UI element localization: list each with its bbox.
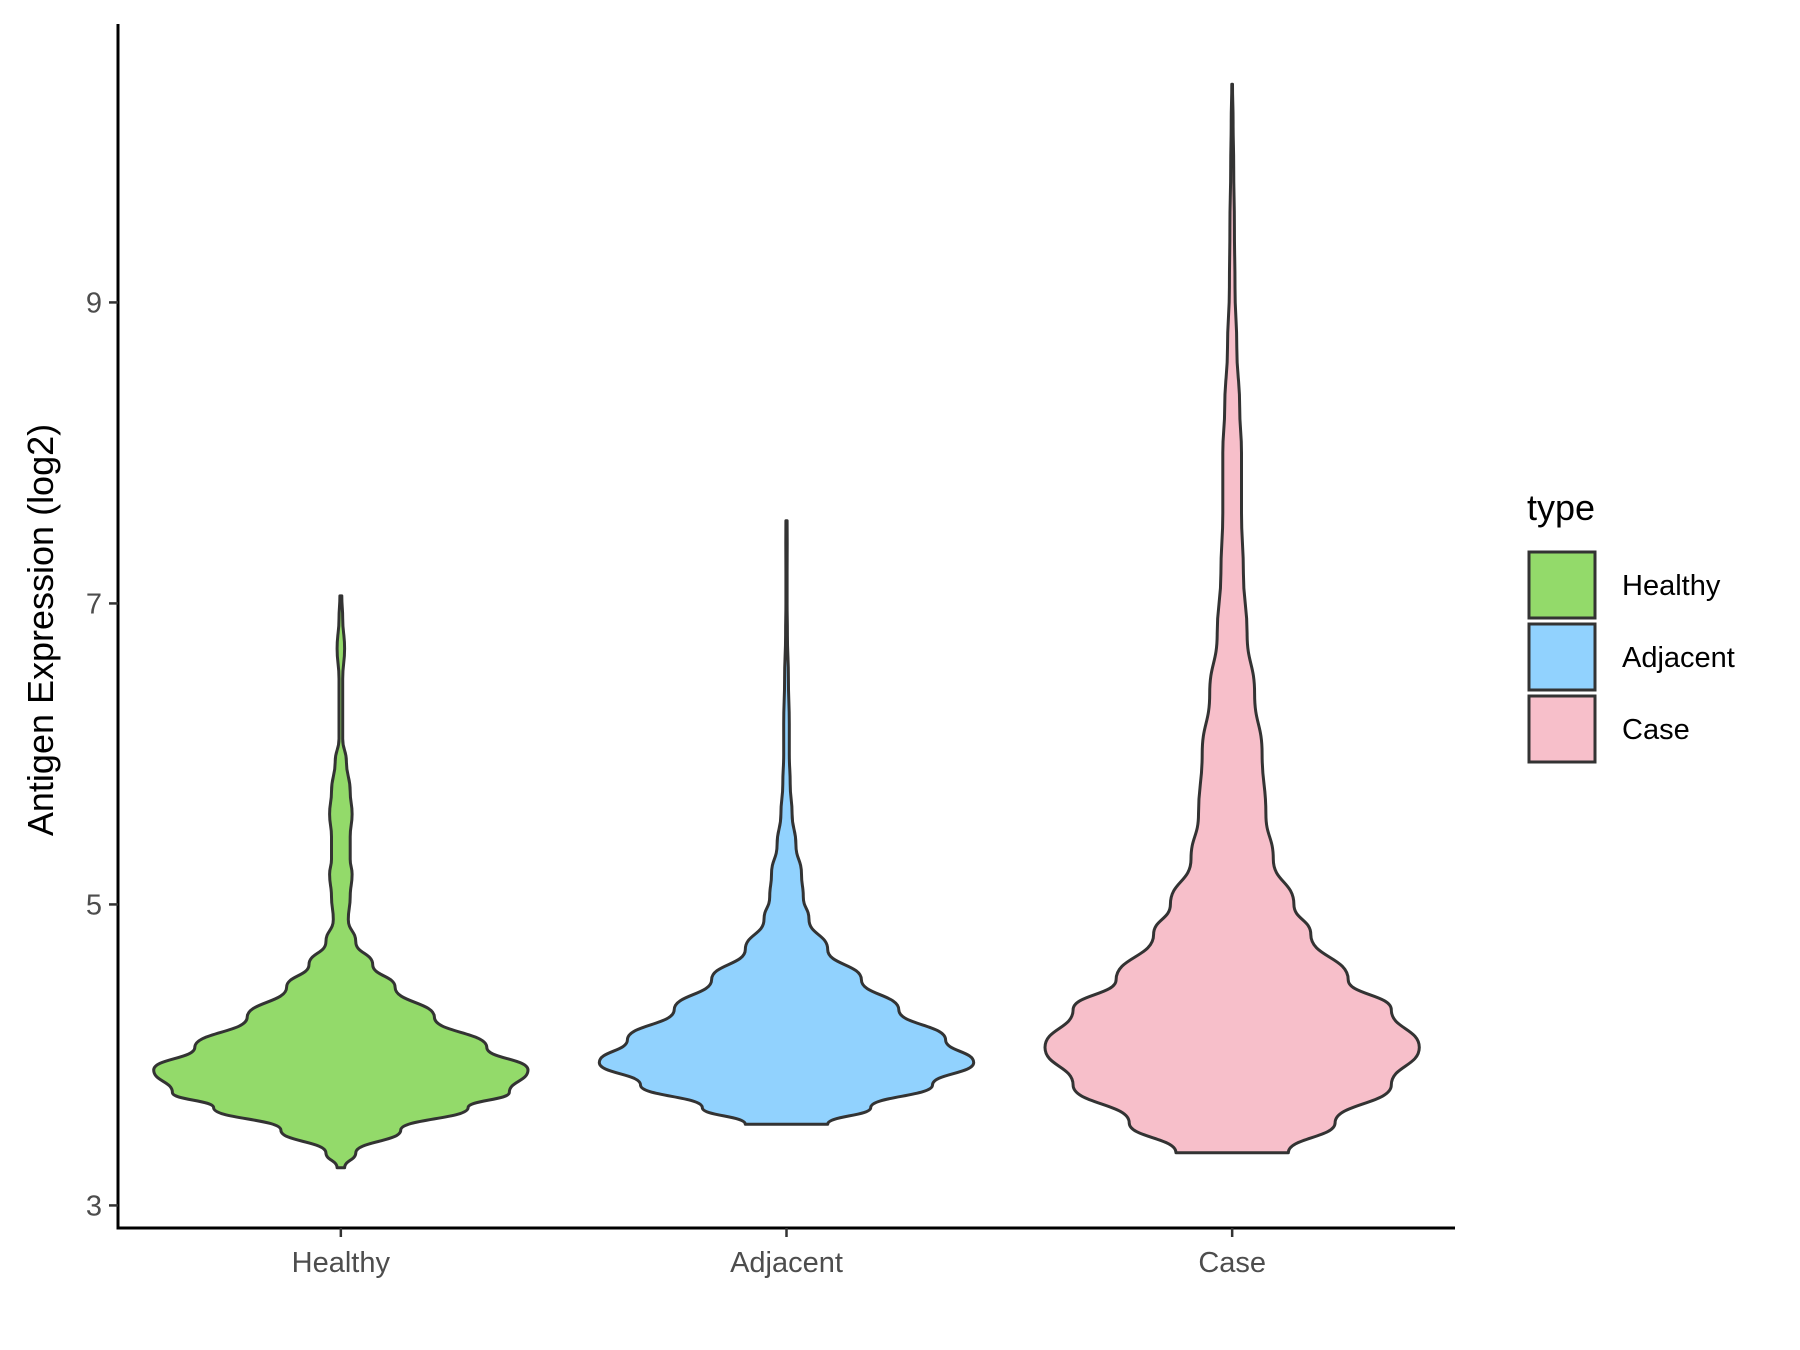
legend-label-adjacent: Adjacent — [1622, 642, 1735, 674]
legend-label-healthy: Healthy — [1622, 570, 1721, 602]
y-axis-title: Antigen Expression (log2) — [20, 424, 61, 836]
violin-adjacent — [597, 519, 976, 1126]
legend-title: type — [1527, 487, 1595, 528]
x-tick-label-healthy: Healthy — [292, 1247, 391, 1279]
legend: type Healthy Adjacent Case — [1527, 487, 1735, 764]
y-tick-label: 5 — [86, 889, 102, 921]
legend-swatch-healthy — [1527, 550, 1597, 620]
violin-case — [1043, 82, 1421, 1155]
y-tick-label: 3 — [86, 1190, 102, 1222]
violin-healthy — [152, 594, 530, 1170]
axes-layer: 3 5 7 9 Healthy Adjacent Case — [86, 24, 1455, 1279]
y-tick-label: 7 — [86, 588, 102, 620]
legend-swatch-case — [1527, 694, 1597, 764]
y-tick-label: 9 — [86, 287, 102, 319]
x-tick-label-adjacent: Adjacent — [730, 1247, 843, 1279]
legend-label-case: Case — [1622, 714, 1690, 746]
legend-swatch-adjacent — [1527, 622, 1597, 692]
violins-layer — [152, 82, 1421, 1170]
x-tick-label-case: Case — [1198, 1247, 1266, 1279]
